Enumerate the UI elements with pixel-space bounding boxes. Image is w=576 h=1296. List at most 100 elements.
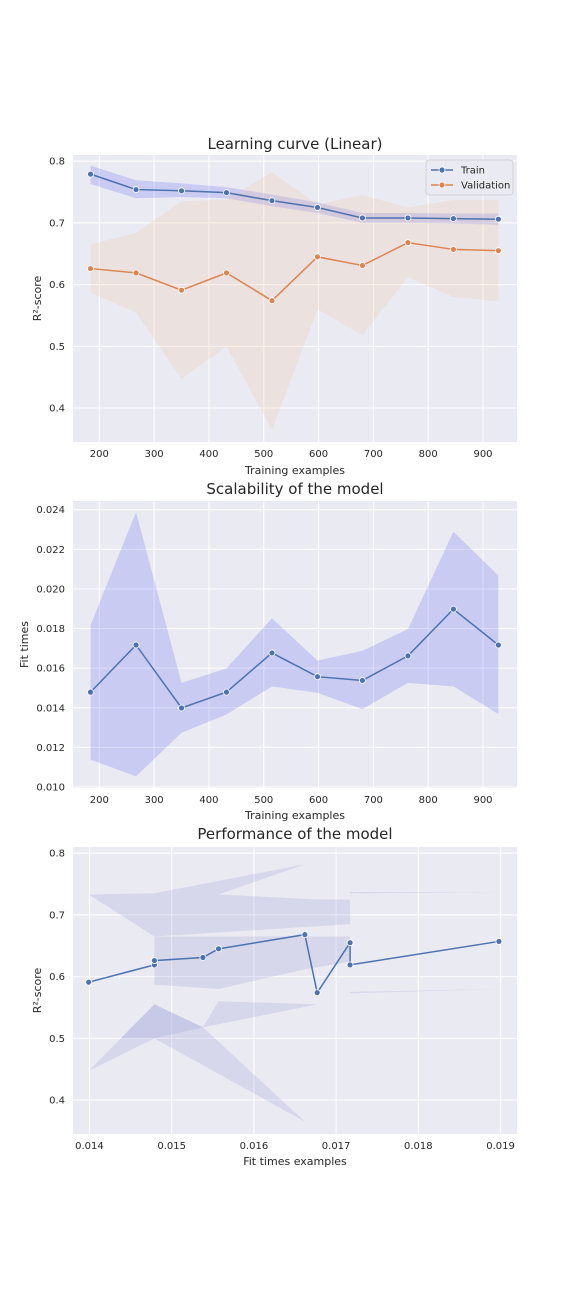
data-point (268, 197, 276, 205)
x-tick-label: 500 (254, 449, 273, 460)
data-point (346, 961, 354, 969)
x-tick-label: 0.016 (240, 1141, 269, 1152)
y-tick-label: 0.012 (36, 743, 65, 754)
series-line-1 (90, 173, 499, 220)
data-point (132, 269, 140, 277)
data-point (268, 649, 276, 657)
y-axis-label: R²-score (31, 967, 44, 1013)
y-tick-label: 0.014 (36, 703, 65, 714)
y-tick-label: 0.8 (49, 157, 65, 168)
chart-title: Scalability of the model (206, 480, 383, 498)
x-tick-label: 300 (145, 795, 164, 806)
y-tick-label: 0.022 (36, 545, 65, 556)
chart-title: Learning curve (Linear) (207, 135, 382, 153)
y-tick-label: 0.7 (49, 218, 65, 229)
data-point (359, 677, 366, 684)
x-tick-label: 700 (364, 795, 383, 806)
data-point (87, 170, 94, 178)
chart-3: 0.014 0.015 0.016 0.017 0.018 0.019 0.4 0.5 0.6 0… (31, 825, 517, 1168)
x-tick-label: 200 (90, 449, 109, 460)
data-point (85, 978, 93, 986)
x-tick-label: 0.019 (486, 1141, 515, 1152)
data-point (87, 688, 94, 696)
x-tick-label: 800 (419, 449, 438, 460)
data-point (450, 215, 457, 222)
x-tick-label: 900 (473, 449, 492, 460)
data-point (223, 269, 230, 277)
x-tick-label: 500 (254, 795, 273, 806)
data-point (404, 652, 412, 660)
confidence-band-2 (90, 172, 499, 430)
chart-title: Performance of the model (197, 825, 392, 843)
y-axis-label: R²-score (31, 275, 44, 321)
data-point (178, 187, 185, 195)
legend: Train Validation (425, 159, 514, 196)
data-point (450, 246, 457, 253)
data-point (346, 939, 354, 947)
legend-marker (438, 166, 446, 174)
y-tick-label: 0.016 (36, 664, 65, 675)
y-tick-label: 0.8 (49, 849, 65, 860)
y-tick-label: 0.5 (49, 1034, 65, 1045)
x-tick-label: 0.015 (157, 1141, 186, 1152)
data-point (132, 641, 140, 649)
y-tick-label: 0.5 (49, 342, 65, 353)
data-point (495, 938, 503, 945)
plot-background (73, 847, 517, 1134)
legend-entry: Validation (461, 181, 510, 192)
x-tick-label: 0.017 (322, 1141, 351, 1152)
x-tick-label: 0.014 (75, 1141, 104, 1152)
x-tick-label: 0.018 (404, 1141, 433, 1152)
data-point (301, 931, 309, 939)
data-point (314, 204, 321, 211)
x-tick-label: 800 (419, 795, 438, 806)
legend-entry: Train (460, 166, 485, 177)
x-tick-label: 400 (199, 449, 218, 460)
legend-box (425, 159, 514, 196)
confidence-band (88, 1001, 318, 1122)
data-point (199, 954, 207, 961)
data-point (450, 605, 457, 613)
y-tick-label: 0.7 (49, 910, 65, 921)
data-point (178, 286, 185, 294)
data-point (178, 704, 185, 712)
x-tick-label: 200 (90, 795, 109, 806)
data-point (314, 673, 321, 681)
legend-marker (438, 181, 446, 189)
data-point (404, 239, 412, 247)
series-line-2 (90, 241, 499, 302)
y-tick-label: 0.6 (49, 972, 65, 983)
data-point (215, 945, 222, 953)
data-point (313, 989, 321, 997)
x-tick-label: 700 (364, 449, 383, 460)
data-point (150, 957, 158, 964)
plot-background (73, 155, 517, 442)
data-point (404, 214, 412, 222)
data-point (87, 265, 94, 272)
x-tick-label: 900 (473, 795, 492, 806)
y-tick-label: 0.024 (36, 505, 65, 516)
y-tick-label: 0.4 (49, 1096, 65, 1107)
data-point (314, 253, 321, 261)
x-axis-label: Training examples (244, 464, 345, 477)
x-tick-label: 300 (145, 449, 164, 460)
data-point (268, 297, 276, 305)
data-point (223, 688, 230, 696)
data-point (494, 215, 502, 223)
y-tick-label: 0.018 (36, 624, 65, 635)
x-tick-label: 400 (199, 795, 218, 806)
confidence-band (88, 864, 499, 937)
series-line-1 (90, 608, 499, 709)
data-point (494, 247, 502, 255)
y-axis-label: Fit times (18, 621, 31, 668)
y-tick-label: 0.4 (49, 404, 65, 415)
data-point (359, 262, 366, 269)
x-tick-label: 600 (309, 449, 328, 460)
chart-2: 200 300 400 500 600 700 800 900 0.010 0.012 0.014 0… (18, 480, 517, 822)
data-point (223, 189, 230, 197)
confidence-band-1 (90, 512, 499, 777)
x-tick-label: 600 (309, 795, 328, 806)
data-point (494, 641, 502, 649)
x-axis-label: Training examples (244, 809, 345, 822)
